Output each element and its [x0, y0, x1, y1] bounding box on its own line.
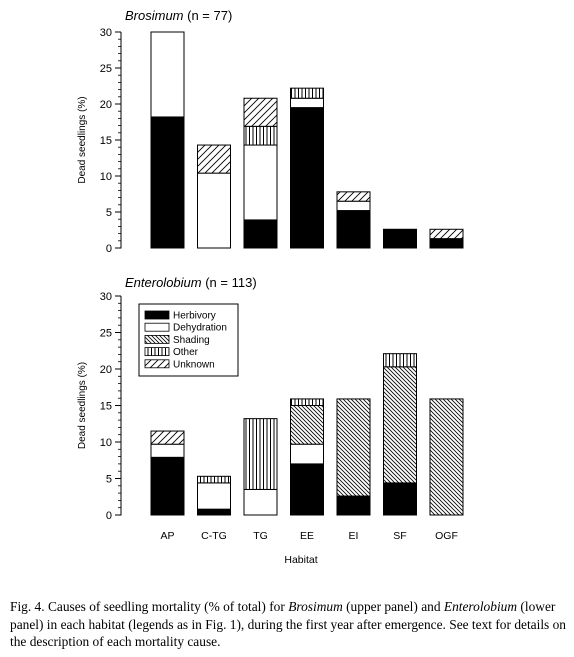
bar-tg-other	[243, 125, 278, 146]
bar-tg-dehydration	[243, 488, 278, 516]
bar-c-tg-herbivory	[197, 508, 231, 516]
legend-label-other: Other	[173, 347, 199, 358]
legend-swatch-dehydration	[144, 322, 170, 332]
x-tick-label-ogf: OGF	[435, 530, 458, 542]
y-tick-label: 25	[100, 328, 112, 340]
bar-ogf-unknown	[429, 228, 464, 240]
bar-sf-other	[383, 353, 417, 368]
legend-swatch-shading	[144, 334, 170, 344]
x-tick-label-tg: TG	[253, 530, 268, 542]
y-tick-label: 10	[100, 437, 112, 449]
x-tick-label-ap: AP	[160, 530, 174, 542]
bar-ei-shading	[336, 398, 371, 497]
bar-ei-unknown	[336, 191, 371, 202]
bar-c-tg-dehydration	[197, 172, 231, 249]
bar-sf-herbivory	[383, 228, 417, 249]
bar-ap-herbivory	[150, 116, 185, 249]
x-tick-label-ei: EI	[349, 530, 359, 542]
y-tick-label: 20	[100, 99, 112, 111]
legend-label-herbivory: Herbivory	[173, 311, 216, 322]
y-tick-label: 30	[100, 27, 112, 39]
y-tick-label: 5	[106, 474, 112, 486]
y-tick-label: 5	[106, 207, 112, 219]
bar-tg-unknown	[243, 97, 278, 127]
bar-ap-dehydration	[150, 31, 185, 118]
y-tick-label: 0	[106, 243, 112, 255]
bar-ee-dehydration	[290, 443, 324, 465]
y-tick-label: 30	[100, 291, 112, 303]
caption-mid: (upper panel) and	[342, 599, 444, 614]
legend-label-shading: Shading	[173, 335, 210, 346]
panel-title-count: (n = 113)	[202, 275, 257, 290]
figure-caption: Fig. 4. Causes of seedling mortality (% …	[10, 598, 570, 651]
bar-c-tg-unknown	[197, 144, 231, 174]
figure-4-chart: Brosimum (n = 77) 0 5 10 15 20 25 30 Dead seedli…	[77, 8, 464, 566]
panel-title: Enterolobium (n = 113)	[125, 275, 257, 290]
bar-ee-other	[290, 398, 324, 406]
y-tick-label: 10	[100, 171, 112, 183]
caption-suffix: (lower panel) in each habitat (legends a…	[10, 599, 567, 649]
legend-swatch-unknown	[144, 359, 170, 369]
panel-title-count: (n = 77)	[184, 8, 233, 23]
bar-ap-herbivory	[150, 456, 185, 516]
legend-swatch-other	[144, 347, 170, 357]
bar-ei-dehydration	[336, 200, 371, 212]
x-axis-label: Habitat	[284, 554, 317, 566]
bar-ee-herbivory	[290, 463, 324, 516]
bar-ap-dehydration	[150, 443, 185, 458]
x-tick-label-c-tg: C-TG	[201, 530, 227, 542]
legend-label-dehydration: Dehydration	[173, 323, 227, 334]
x-tick-label-sf: SF	[393, 530, 406, 542]
bar-ee-shading	[290, 405, 324, 445]
y-tick-label: 20	[100, 364, 112, 376]
bar-c-tg-other	[197, 475, 231, 484]
brosimum-panel: Brosimum (n = 77) 0 5 10 15 20 25 30 Dead seedli…	[77, 8, 464, 255]
bar-tg-herbivory	[243, 219, 278, 249]
bar-ei-herbivory	[336, 495, 371, 516]
caption-taxon-brosimum: Brosimum	[288, 599, 343, 614]
enterolobium-panel: Enterolobium (n = 113) 0 5 10 15 20 25 30 Dead s…	[77, 275, 464, 566]
caption-taxon-enterolobium: Enterolobium	[443, 599, 518, 614]
y-tick-label: 15	[100, 135, 112, 147]
bar-ogf-shading	[429, 398, 464, 516]
bar-ap-unknown	[150, 430, 185, 445]
bar-c-tg-dehydration	[197, 482, 231, 510]
bar-ei-herbivory	[336, 210, 371, 249]
y-axis-label: Dead seedlings (%)	[77, 96, 88, 183]
y-tick-label: 0	[106, 510, 112, 522]
bar-sf-shading	[383, 366, 417, 484]
panel-title-taxon: Brosimum	[125, 8, 184, 23]
y-axis-label: Dead seedlings (%)	[77, 362, 88, 449]
bar-tg-dehydration	[243, 144, 278, 221]
x-tick-label-ee: EE	[300, 530, 314, 542]
legend-swatch-herbivory	[144, 310, 170, 320]
bar-ogf-herbivory	[429, 238, 464, 249]
caption-prefix: Fig. 4. Causes of seedling mortality (% …	[10, 599, 289, 614]
bar-tg-other	[243, 418, 278, 490]
panel-title: Brosimum (n = 77)	[125, 8, 232, 23]
bar-ee-other	[290, 87, 324, 99]
y-tick-label: 25	[100, 63, 112, 75]
panel-title-taxon: Enterolobium	[125, 275, 202, 290]
bar-ee-dehydration	[290, 97, 324, 109]
bar-ee-herbivory	[290, 107, 324, 249]
bar-sf-herbivory	[383, 482, 417, 516]
legend-label-unknown: Unknown	[173, 359, 215, 370]
y-tick-label: 15	[100, 401, 112, 413]
